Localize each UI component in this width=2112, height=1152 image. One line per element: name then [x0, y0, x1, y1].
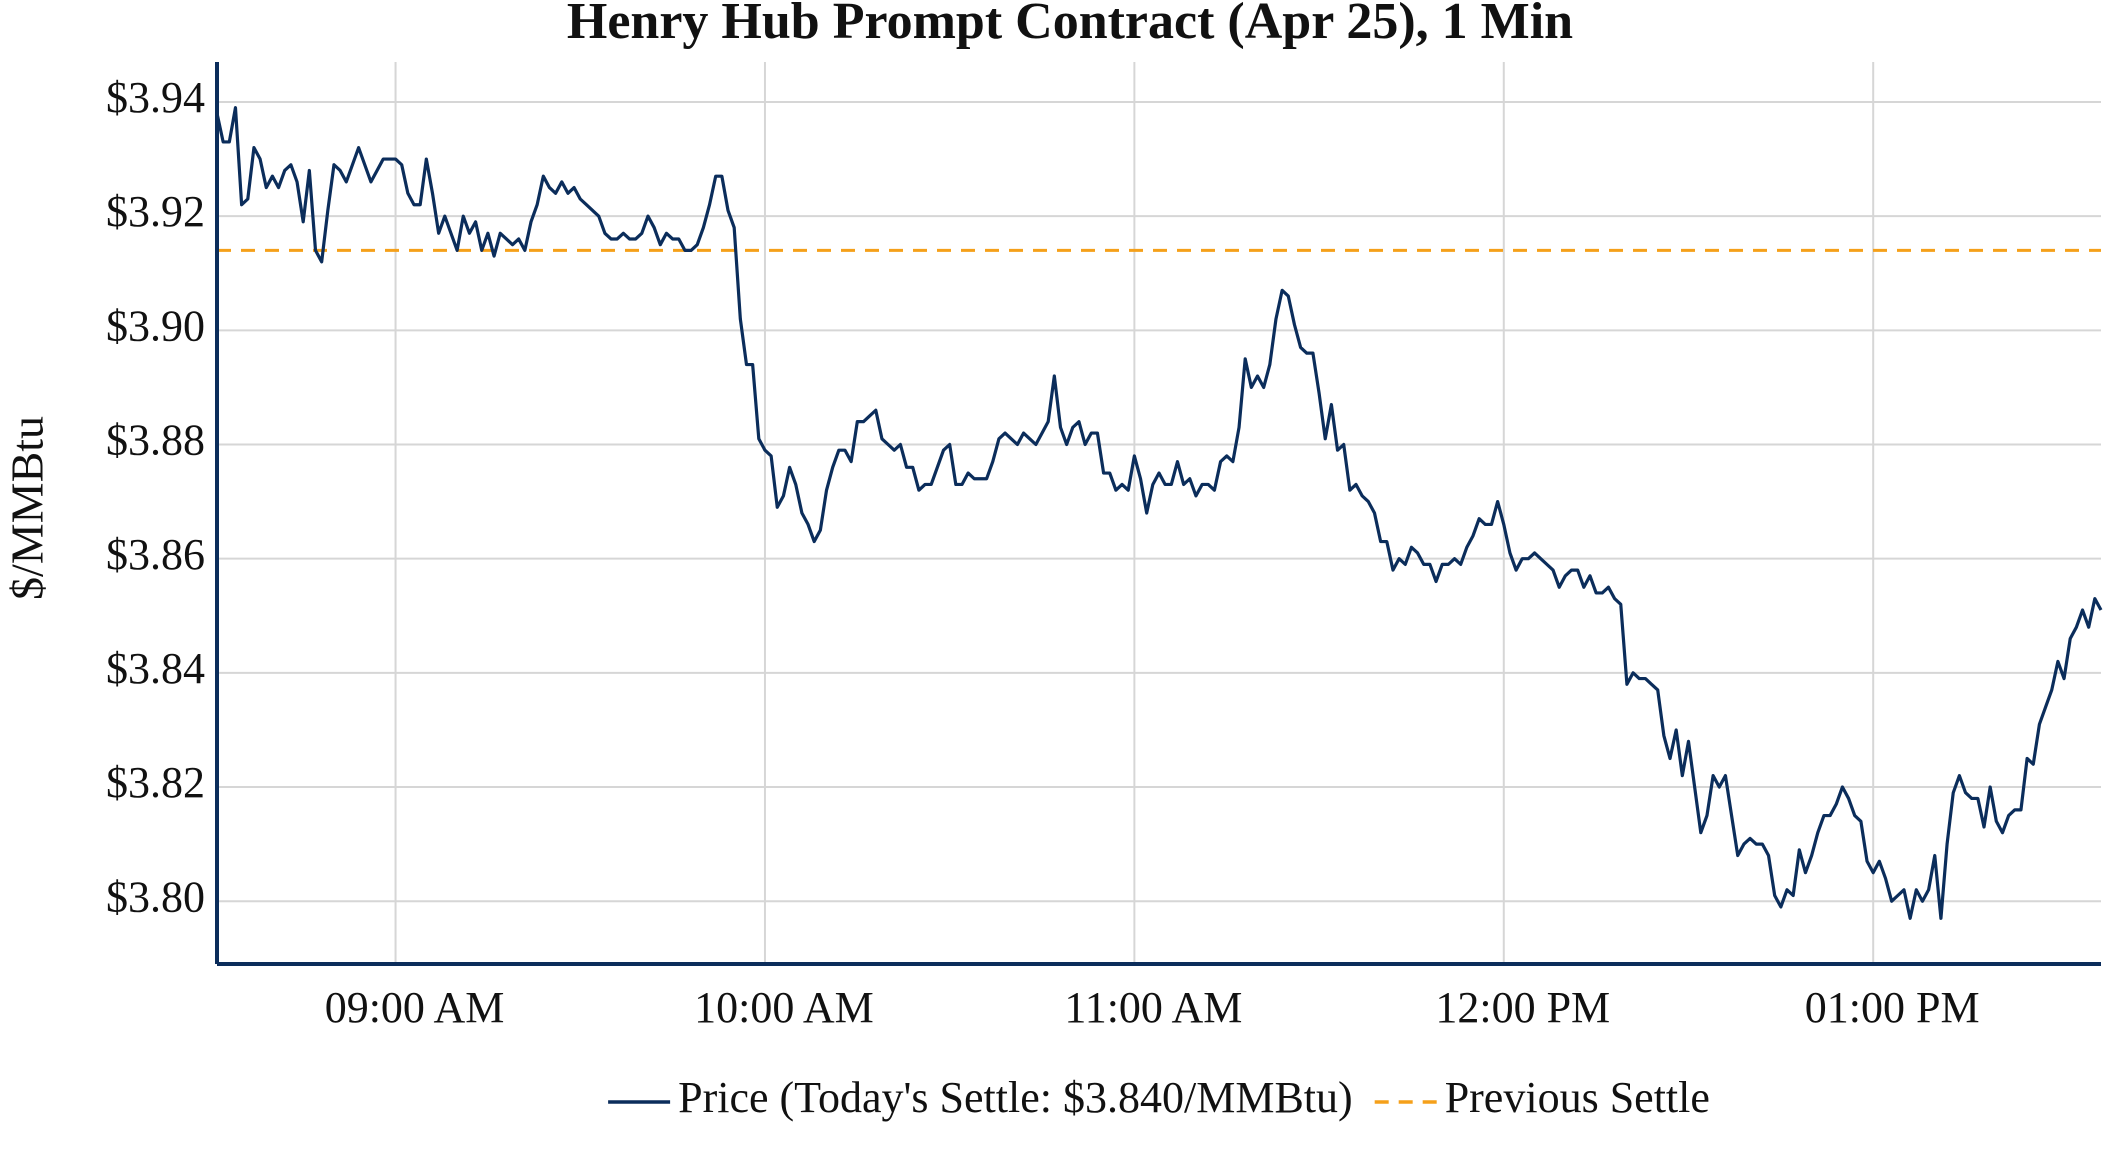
legend-label: Price (Today's Settle: $3.840/MMBtu) [678, 1073, 1353, 1122]
y-axis-label: $/MMBtu [2, 416, 53, 600]
y-tick-label: $3.82 [106, 758, 205, 807]
legend-label: Previous Settle [1445, 1073, 1710, 1122]
marks [215, 62, 2103, 966]
x-tick-label: 10:00 AM [694, 983, 874, 1032]
y-tick-label: $3.88 [106, 416, 205, 465]
legend: Price (Today's Settle: $3.840/MMBtu) Prev… [608, 1073, 1710, 1122]
x-tick-label: 11:00 AM [1064, 983, 1242, 1032]
y-tick-label: $3.94 [106, 73, 205, 122]
y-tick-label: $3.90 [106, 301, 205, 350]
price-line [215, 106, 2103, 920]
y-tick-label: $3.92 [106, 187, 205, 236]
y-tick-label: $3.84 [106, 644, 205, 693]
grid: $3.80 $3.82 $3.84 $3.86 $3.88 $3.90 $3.92 $3.94… [106, 62, 2101, 1032]
x-tick-label: 01:00 PM [1805, 983, 1980, 1032]
x-tick-label: 12:00 PM [1435, 983, 1610, 1032]
y-tick-label: $3.80 [106, 872, 205, 921]
x-tick-label: 09:00 AM [325, 983, 505, 1032]
chart-title: Henry Hub Prompt Contract (Apr 25), 1 Mi… [567, 0, 1573, 50]
y-tick-label: $3.86 [106, 530, 205, 579]
